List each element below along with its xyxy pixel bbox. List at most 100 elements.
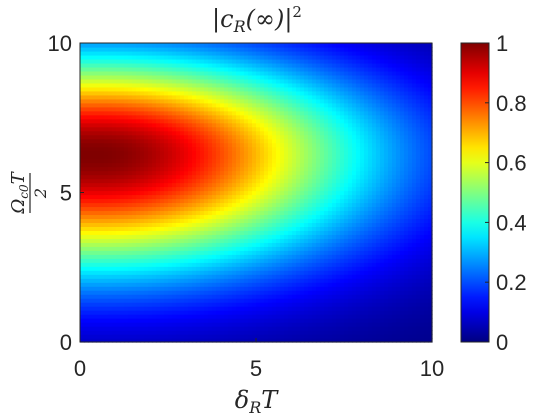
heatmap-cell [228,118,233,124]
heatmap-cell [204,250,209,255]
heatmap-cell [220,150,225,156]
heatmap-cell [168,74,173,80]
heatmap-cell [212,138,217,144]
heatmap-cell [168,82,173,88]
heatmap-cell [288,126,293,132]
heatmap-cell [328,134,333,140]
heatmap-cell [228,234,233,239]
heatmap-cell [292,126,297,132]
heatmap-cell [136,178,141,184]
heatmap-cell [256,266,261,271]
heatmap-cell [204,226,209,231]
heatmap-cell [248,82,253,88]
heatmap-cell [112,174,117,180]
heatmap-cell [96,162,101,168]
heatmap-cell [164,198,169,204]
heatmap-cell [184,138,189,144]
heatmap-cell [240,226,245,231]
heatmap-cell [332,170,337,176]
heatmap-cell [324,98,329,104]
heatmap-cell [216,186,221,192]
heatmap-cell [96,46,101,52]
heatmap-cell [332,86,337,92]
heatmap-cell [88,206,93,212]
heatmap-cell [264,274,269,279]
heatmap-cell [152,294,157,299]
heatmap-cell [284,58,289,64]
heatmap-cell [140,270,145,275]
heatmap-cell [292,146,297,152]
heatmap-cell [220,238,225,243]
heatmap-cell [108,122,113,128]
heatmap-cell [236,322,241,327]
heatmap-cell [260,334,265,339]
heatmap-cell [300,238,305,243]
heatmap-cell [260,170,265,176]
heatmap-cell [108,98,113,104]
heatmap-cell [212,262,217,267]
heatmap-cell [288,186,293,192]
heatmap-cell [312,322,317,327]
heatmap-cell [276,206,281,212]
heatmap-cell [128,270,133,275]
heatmap-cell [304,306,309,311]
heatmap-cell [316,314,321,319]
heatmap-cell [232,270,237,275]
heatmap-cell [228,246,233,251]
heatmap-cell [260,254,265,259]
heatmap-cell [148,62,153,68]
heatmap-cell [168,190,173,196]
heatmap-cell [268,174,273,180]
heatmap-cell [216,150,221,156]
heatmap-cell [228,206,233,212]
heatmap-cell [160,206,165,212]
heatmap-cell [296,330,301,335]
heatmap-cell [340,314,345,319]
heatmap-cell [116,306,121,311]
heatmap-cell [88,174,93,180]
heatmap-cell [244,58,249,64]
heatmap-cell [248,326,253,331]
heatmap-cell [120,302,125,307]
heatmap-cell [116,138,121,144]
heatmap-cell [196,118,201,124]
heatmap-cell [196,43,201,48]
heatmap-cell [116,206,121,212]
heatmap-cell [264,58,269,64]
heatmap-cell [120,146,125,152]
heatmap-cell [88,46,93,52]
heatmap-cell [248,78,253,84]
heatmap-cell [80,182,85,188]
heatmap-cell [296,110,301,116]
heatmap-cell [132,246,137,251]
heatmap-cell [332,230,337,235]
heatmap-cell [272,174,277,180]
heatmap-cell [116,174,121,180]
heatmap-cell [264,254,269,259]
heatmap-cell [164,110,169,116]
heatmap-cell [228,322,233,327]
heatmap-cell [176,310,181,315]
heatmap-cell [228,230,233,235]
heatmap-cell [116,298,121,303]
heatmap-cell [220,130,225,136]
heatmap-cell [268,306,273,311]
heatmap-cell [320,310,325,315]
heatmap-cell [164,190,169,196]
heatmap-cell [268,62,273,68]
heatmap-cell [280,82,285,88]
heatmap-cell [176,230,181,235]
heatmap-cell [268,250,273,255]
heatmap-cell [160,214,165,220]
heatmap-cell [320,82,325,88]
heatmap-cell [112,246,117,251]
heatmap-cell [252,102,257,108]
heatmap-cell [204,82,209,88]
heatmap-cell [292,98,297,104]
heatmap-cell [312,210,317,216]
heatmap-cell [260,154,265,160]
heatmap-cell [176,46,181,52]
heatmap-cell [304,62,309,68]
heatmap-cell [248,226,253,231]
heatmap-cell [212,314,217,319]
